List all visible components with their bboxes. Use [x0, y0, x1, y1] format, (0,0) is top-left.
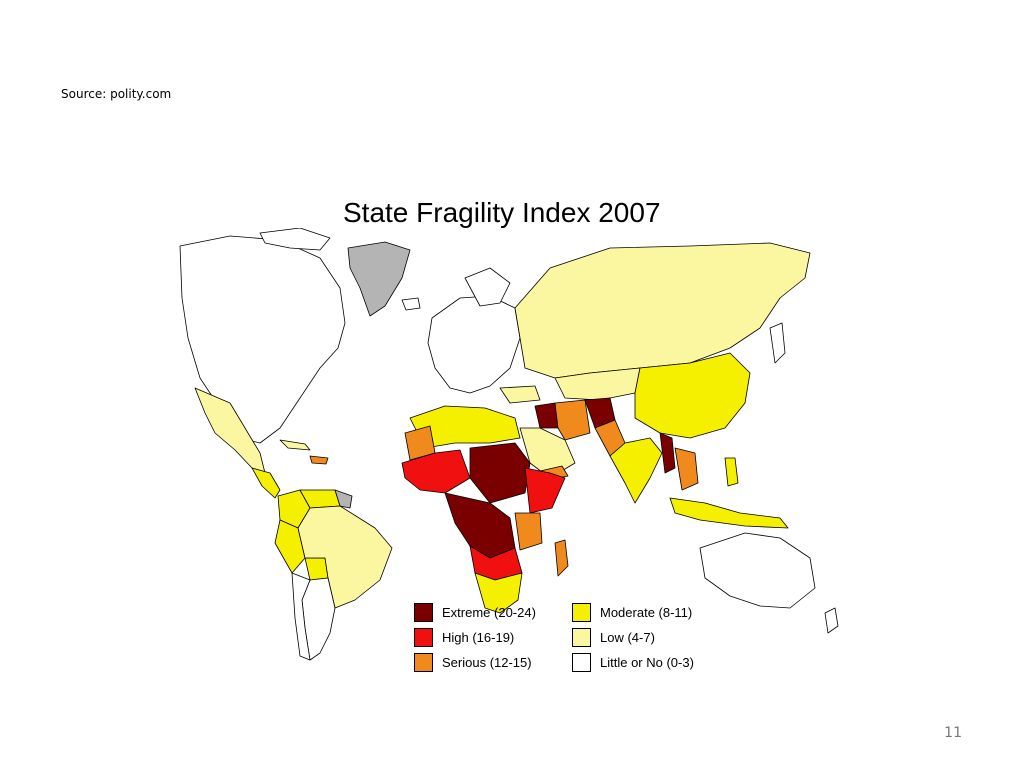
- legend-item-serious: Serious (12-15): [414, 653, 532, 672]
- region-indochina: [674, 447, 699, 491]
- legend-swatch-extreme: [414, 603, 433, 622]
- region-new-zealand: [824, 607, 839, 634]
- source-caption: Source: polity.com: [61, 87, 172, 101]
- region-southern-africa: [474, 572, 523, 614]
- legend-swatch-high: [414, 628, 433, 647]
- region-sudan-chad: [469, 442, 531, 504]
- legend-label-low: Low (4-7): [600, 630, 655, 645]
- legend-item-low: Low (4-7): [572, 628, 655, 647]
- legend-swatch-little-or-no: [572, 653, 591, 672]
- region-china: [634, 352, 751, 439]
- region-iraq: [534, 402, 559, 429]
- legend-item-extreme: Extreme (20-24): [414, 603, 536, 622]
- region-japan: [769, 322, 786, 364]
- region-greenland: [347, 241, 411, 317]
- region-iceland: [401, 297, 421, 311]
- region-indonesia: [669, 497, 789, 529]
- legend-label-moderate: Moderate (8-11): [600, 605, 693, 620]
- region-arctic-islands: [259, 228, 331, 251]
- region-west-africa: [401, 449, 471, 494]
- world-map: [179, 228, 839, 661]
- legend-item-moderate: Moderate (8-11): [572, 603, 692, 622]
- legend-swatch-low: [572, 628, 591, 647]
- region-turkey: [499, 385, 541, 404]
- region-madagascar: [554, 539, 569, 577]
- region-bolivia: [304, 557, 329, 581]
- legend-item-little-or-no: Little or No (0-3): [572, 653, 694, 672]
- region-east-africa: [514, 512, 543, 551]
- legend-label-little-or-no: Little or No (0-3): [600, 655, 694, 670]
- region-europe: [427, 295, 521, 394]
- region-iran: [554, 399, 591, 441]
- map-title: State Fragility Index 2007: [343, 197, 661, 228]
- legend-swatch-moderate: [572, 603, 591, 622]
- region-brazil: [297, 505, 393, 609]
- page-number: 11: [944, 725, 962, 741]
- region-australia: [699, 532, 816, 609]
- legend-swatch-serious: [414, 653, 433, 672]
- region-cuba: [279, 439, 311, 451]
- region-philippines: [724, 457, 739, 487]
- legend-item-high: High (16-19): [414, 628, 514, 647]
- region-north-america: [179, 235, 346, 444]
- region-central-america: [251, 467, 281, 499]
- region-myanmar: [659, 432, 676, 474]
- region-north-africa: [409, 405, 521, 449]
- region-central-africa: [444, 492, 516, 559]
- legend-label-extreme: Extreme (20-24): [442, 605, 536, 620]
- region-chile: [291, 572, 311, 661]
- map-legend: Extreme (20-24) High (16-19) Serious (12…: [414, 603, 744, 679]
- region-india: [609, 437, 663, 504]
- region-haiti: [309, 455, 329, 465]
- region-peru: [274, 519, 306, 574]
- legend-label-high: High (16-19): [442, 630, 515, 645]
- region-guianas: [334, 489, 353, 509]
- region-horn-of-africa: [524, 467, 566, 514]
- region-scandinavia: [464, 267, 511, 307]
- legend-label-serious: Serious (12-15): [442, 655, 532, 670]
- region-russia: [514, 242, 811, 379]
